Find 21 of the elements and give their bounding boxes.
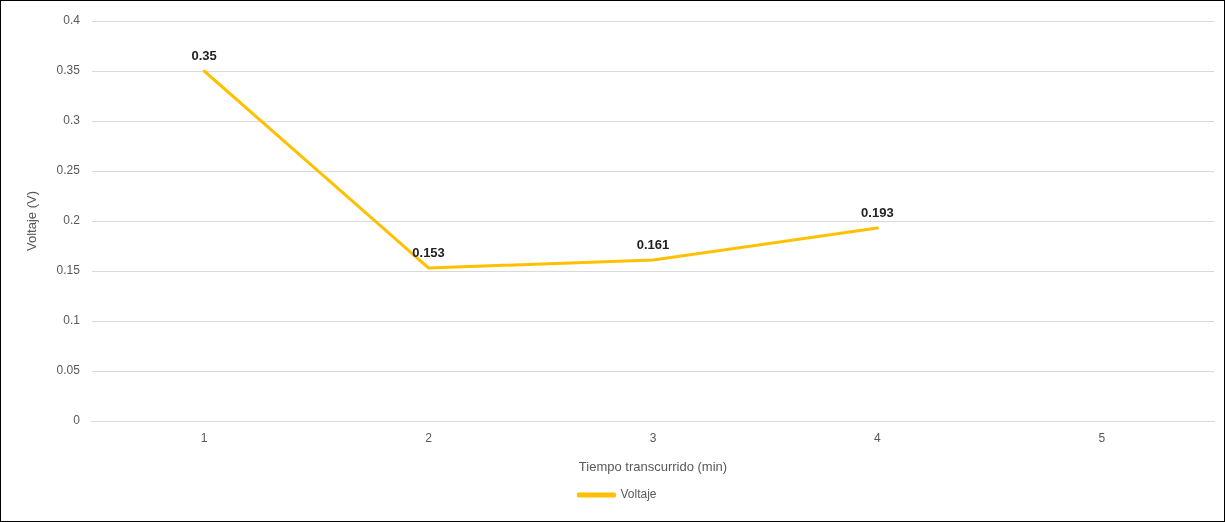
y-tick-label: 0.3 (63, 113, 81, 128)
y-tick-label: 0.1 (63, 313, 81, 328)
y-axis-title: Voltaje (V) (24, 191, 40, 251)
x-tick-label: 1 (200, 430, 208, 445)
x-tick-label: 4 (874, 430, 882, 445)
y-tick-label: 0 (73, 413, 81, 428)
y-tick-label: 0.05 (56, 363, 81, 378)
y-tick-label: 0.25 (56, 163, 81, 178)
legend-label: Voltaje (620, 487, 657, 502)
data-label: 0.35 (191, 48, 217, 64)
x-tick-label: 3 (649, 430, 657, 445)
x-tick-label: 5 (1098, 430, 1106, 445)
data-label: 0.161 (636, 237, 670, 253)
y-tick-label: 0.15 (56, 263, 81, 278)
y-tick-label: 0.2 (63, 213, 81, 228)
data-label: 0.153 (412, 245, 445, 261)
y-tick-label: 0.35 (56, 63, 81, 78)
y-tick-label: 0.4 (63, 13, 81, 28)
data-label: 0.193 (861, 205, 894, 221)
x-axis-title: Tiempo transcurrido (min) (578, 458, 728, 474)
x-tick-label: 2 (425, 430, 433, 445)
